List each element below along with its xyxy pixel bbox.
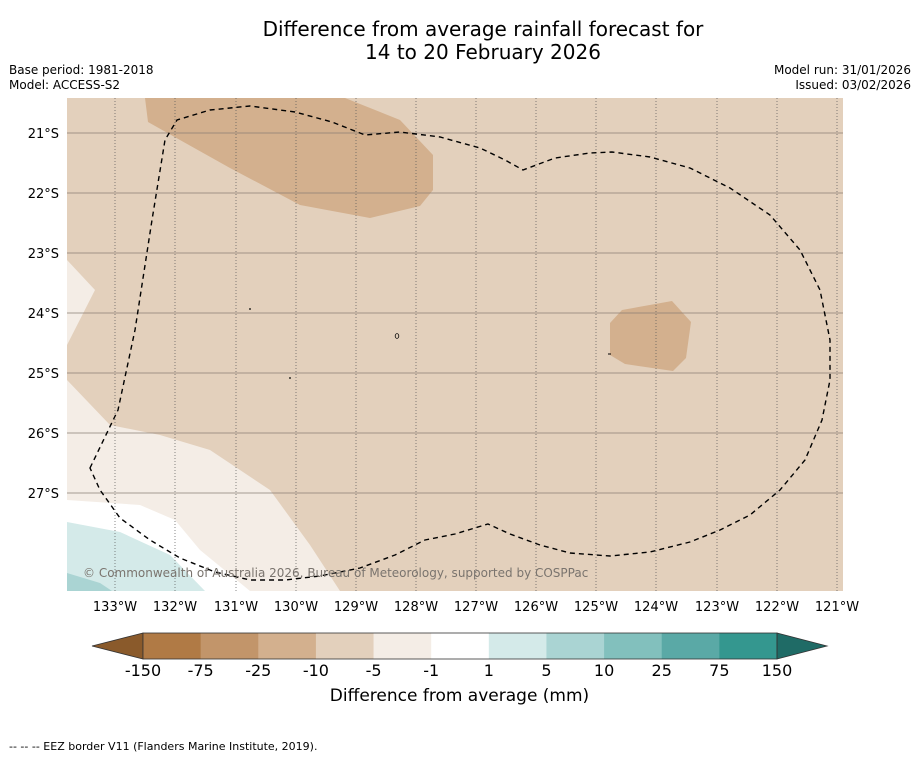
colorbar-tick-label: -25	[245, 661, 271, 680]
colorbar-tick-label: -10	[303, 661, 329, 680]
lon-label: 133°W	[93, 600, 137, 615]
colorbar-outline	[142, 632, 778, 660]
lat-label: 24°S	[28, 307, 59, 322]
colorbar-segment	[488, 633, 547, 659]
lon-label: 130°W	[274, 600, 318, 615]
colorbar-extend-max	[776, 632, 829, 660]
colorbar-tick-label: 10	[594, 661, 614, 680]
island-marker	[289, 377, 291, 379]
lon-label: 122°W	[755, 600, 799, 615]
longitude-gridlines	[114, 98, 838, 591]
colorbar-segment	[719, 633, 778, 659]
colorbar-segment	[431, 633, 490, 659]
lon-label: 127°W	[454, 600, 498, 615]
lon-label: 129°W	[334, 600, 378, 615]
colorbar-segments	[143, 633, 778, 659]
model-run: Model run: 31/01/2026	[773, 63, 911, 77]
colorbar-tick-label: -150	[125, 661, 161, 680]
colorbar-extend-min	[91, 632, 144, 660]
meta-left: Base period: 1981-2018 Model: ACCESS-S2	[9, 63, 154, 93]
fill-1-to-5	[67, 522, 205, 591]
lon-label: 132°W	[153, 600, 197, 615]
colorbar-segment	[546, 633, 605, 659]
colorbar-segment	[200, 633, 259, 659]
title-line-2: 14 to 20 February 2026	[365, 40, 601, 64]
lon-label: 124°W	[634, 600, 678, 615]
eez-border	[89, 105, 831, 581]
fill-5-to-10	[67, 573, 112, 591]
colorbar-tick-label: 75	[709, 661, 729, 680]
map-title: Difference from average rainfall forecas…	[0, 18, 919, 64]
colorbar-segment	[373, 633, 432, 659]
lat-label: 25°S	[28, 367, 59, 382]
model-name: Model: ACCESS-S2	[9, 78, 121, 92]
colorbar-tick-label: -75	[188, 661, 214, 680]
colorbar-tick-label: -1	[423, 661, 439, 680]
title-line-1: Difference from average rainfall forecas…	[262, 17, 704, 41]
latitude-labels: 21°S 22°S 23°S 24°S 25°S 26°S 27°S	[28, 127, 59, 502]
colorbar-segment	[604, 633, 663, 659]
map-area: © Commonwealth of Australia 2026, Bureau…	[67, 98, 843, 591]
colorbar-segment	[661, 633, 720, 659]
lon-label: 131°W	[214, 600, 258, 615]
colorbar-title: Difference from average (mm)	[329, 686, 590, 706]
lon-label: 123°W	[695, 600, 739, 615]
copyright-text: © Commonwealth of Australia 2026, Bureau…	[83, 566, 588, 580]
lon-label: 125°W	[574, 600, 618, 615]
lon-label: 121°W	[815, 600, 859, 615]
colorbar-segment	[143, 633, 202, 659]
colorbar-tick-labels: -150 -75 -25 -10 -5 -1 1 5 10 25 75 150	[125, 661, 792, 680]
colorbar-segment	[315, 633, 375, 659]
latitude-gridlines	[67, 132, 843, 494]
lon-label: 128°W	[394, 600, 438, 615]
lat-label: 26°S	[28, 427, 59, 442]
colorbar-tick-label: -5	[366, 661, 382, 680]
colorbar-segment	[258, 633, 317, 659]
lat-label: 21°S	[28, 127, 59, 142]
meta-right: Model run: 31/01/2026 Issued: 03/02/2026	[774, 63, 911, 93]
fill-minus25-to-minus10-east	[610, 301, 691, 371]
lat-label: 27°S	[28, 487, 59, 502]
lat-label: 23°S	[28, 247, 59, 262]
island-marker	[249, 308, 251, 310]
footnote-eez: -- -- -- EEZ border V11 (Flanders Marine…	[9, 740, 318, 753]
colorbar-tick-label: 5	[541, 661, 551, 680]
island-marker	[394, 333, 400, 339]
base-period: Base period: 1981-2018	[9, 63, 154, 77]
colorbar: -150 -75 -25 -10 -5 -1 1 5 10 25 75 150	[91, 632, 829, 680]
colorbar-tick-label: 1	[484, 661, 494, 680]
issued-date: Issued: 03/02/2026	[795, 78, 911, 92]
lon-label: 126°W	[514, 600, 558, 615]
fill-minus25-to-minus10-north	[145, 98, 433, 218]
colorbar-tick-label: 150	[762, 661, 793, 680]
longitude-labels: 133°W 132°W 131°W 130°W 129°W 128°W 127°…	[93, 600, 859, 615]
lat-label: 22°S	[28, 187, 59, 202]
colorbar-tick-label: 25	[652, 661, 672, 680]
